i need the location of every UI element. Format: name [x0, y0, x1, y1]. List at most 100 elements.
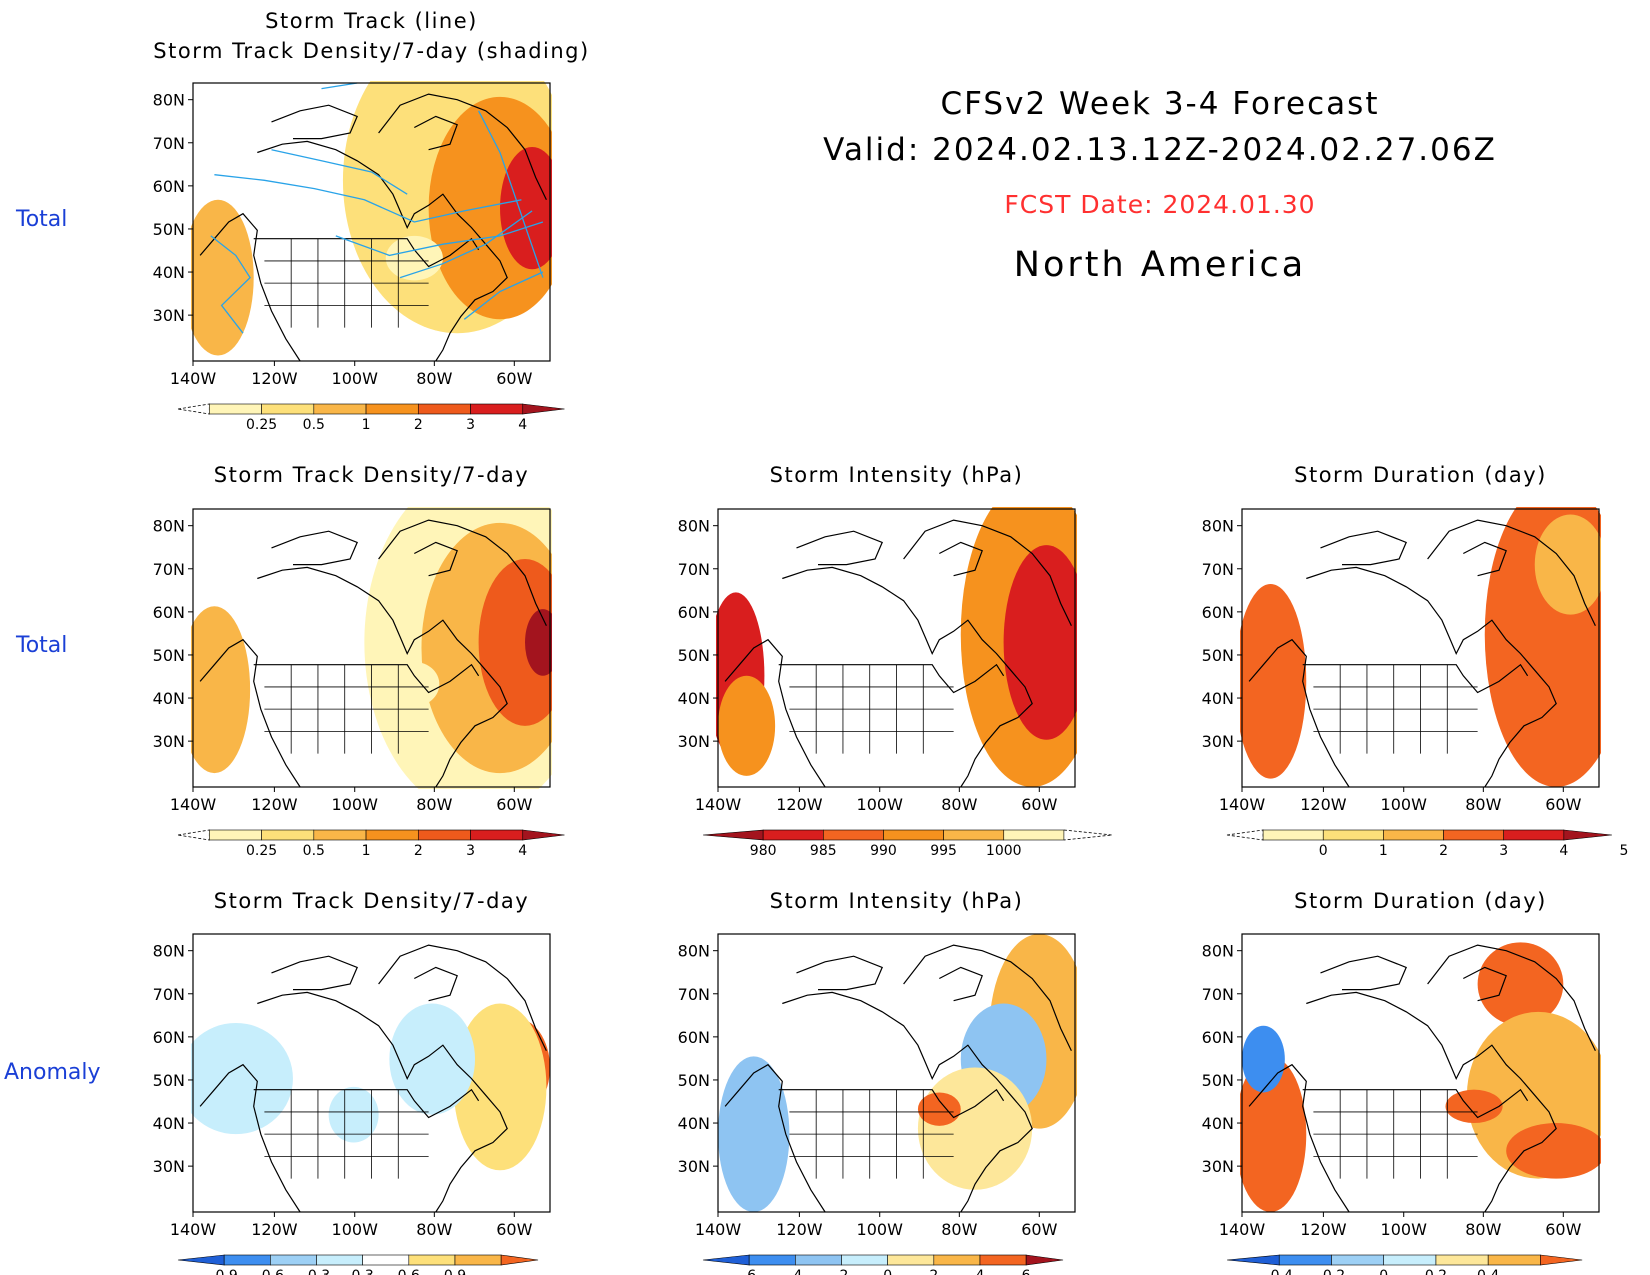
row-label-total-1: Total: [16, 207, 68, 232]
colorbar-swatch: [1331, 1254, 1385, 1266]
colorbar-swatch: [417, 403, 471, 415]
lon-tick-label: 100W: [857, 795, 904, 814]
colorbar-swatch: [1487, 1254, 1541, 1266]
storm-track-line: [210, 235, 251, 334]
storm-track-line: [321, 82, 358, 90]
colorbar-swatch: [522, 829, 565, 841]
storm-track-line: [335, 221, 544, 257]
colorbar-swatch: [522, 403, 565, 415]
lon-tick-label: 100W: [1381, 1220, 1428, 1239]
colorbar-label: 6: [1022, 1268, 1031, 1275]
colorbar-swatch: [883, 829, 944, 841]
lat-tick-label: 30N: [153, 306, 185, 325]
lat-tick-label: 80N: [678, 942, 710, 961]
colorbar-label: 0.3: [352, 1268, 374, 1275]
colorbar-label: 0: [1319, 843, 1328, 859]
lat-tick-label: 80N: [678, 517, 710, 536]
lat-tick-label: 80N: [1202, 942, 1234, 961]
panel-track-total: Storm Track (line) Storm Track Density/7-…: [133, 9, 610, 433]
lat-tick-label: 50N: [1202, 646, 1234, 665]
lon-tick-label: 120W: [251, 1220, 298, 1239]
colorbar-swatch: [261, 829, 315, 841]
colorbar-swatch: [316, 1254, 363, 1266]
colorbar-label: 0: [1379, 1268, 1388, 1275]
panel-intensity-total: Storm Intensity (hPa) 80N 70N 60N 50N 40N 30N 1…: [658, 449, 1135, 859]
row-label-total-2: Total: [16, 633, 68, 658]
shading-region: [389, 661, 440, 707]
storm-track-line: [463, 271, 544, 320]
colorbar-duration: 0 1 2 3 4 5: [1226, 829, 1628, 859]
lon-tick-label: 140W: [170, 795, 217, 814]
colorbar-label: 0.4: [1477, 1268, 1499, 1275]
colorbar-swatch: [313, 829, 367, 841]
lat-tick-label: 30N: [153, 732, 185, 751]
colorbar-label: 2: [414, 417, 423, 433]
lat-tick-label: 50N: [1202, 1071, 1234, 1090]
colorbar-swatch: [365, 829, 419, 841]
colorbar-swatch: [979, 1254, 1027, 1266]
colorbar-swatch: [748, 1254, 796, 1266]
shading-region: [1234, 1056, 1307, 1212]
colorbar-swatch: [261, 403, 315, 415]
lat-tick-label: 40N: [1202, 1114, 1234, 1133]
lon-tick-label: 100W: [857, 1220, 904, 1239]
colorbar-swatch: [1383, 829, 1444, 841]
shading-region: [1506, 1123, 1607, 1179]
lat-tick-label: 60N: [1202, 603, 1234, 622]
colorbar-swatch: [209, 403, 262, 415]
lat-tick-label: 40N: [153, 1114, 185, 1133]
lat-tick-label: 80N: [1202, 517, 1234, 536]
colorbar-intensity_anom: -6 -4 -2 0 2 4 6: [702, 1254, 1064, 1275]
lon-tick-label: 100W: [332, 1220, 379, 1239]
lat-tick-label: 30N: [1202, 732, 1234, 751]
lat-tick-label: 50N: [678, 1071, 710, 1090]
colorbar-label: 4: [518, 417, 527, 433]
shading-region: [453, 1003, 547, 1171]
colorbar-swatch: [1278, 1254, 1332, 1266]
colorbar-swatch: [470, 403, 524, 415]
lon-tick-label: 140W: [695, 1220, 742, 1239]
shading-region: [1242, 1025, 1285, 1093]
lon-tick-label: 120W: [251, 795, 298, 814]
lat-tick-label: 70N: [153, 985, 185, 1004]
colorbar-swatch: [313, 403, 367, 415]
colorbar-label: 4: [976, 1268, 985, 1275]
colorbar-label: -0.2: [1318, 1268, 1345, 1275]
panel-density-anom: Storm Track Density/7-day 80N 70N 60N 50N 40N…: [133, 874, 610, 1275]
lon-tick-label: 140W: [1219, 795, 1266, 814]
colorbar-label: 1: [362, 417, 371, 433]
header-title: CFSv2 Week 3-4 Forecast: [940, 86, 1380, 122]
shading-region: [385, 235, 443, 281]
lat-tick-label: 50N: [153, 220, 185, 239]
colorbar-label: 0.25: [246, 417, 277, 433]
colorbar-swatch: [408, 1254, 456, 1266]
colorbar-label: 0.5: [303, 417, 325, 433]
colorbar-swatch: [365, 403, 419, 415]
lon-tick-label: 60W: [496, 1220, 532, 1239]
shading-region: [389, 1003, 476, 1115]
lat-tick-label: 60N: [153, 177, 185, 196]
panel-title: Storm Intensity (hPa): [770, 889, 1024, 913]
panel-intensity-anom: Storm Intensity (hPa) 80N 70N 60N 50N 40N 30N 1…: [658, 874, 1135, 1275]
lat-tick-label: 60N: [153, 603, 185, 622]
colorbar-swatch: [417, 829, 471, 841]
shading-region: [718, 675, 776, 776]
lon-tick-label: 60W: [496, 369, 532, 388]
map-frame: [192, 508, 551, 788]
colorbar-label: 980: [750, 843, 777, 859]
lon-tick-label: 120W: [776, 795, 823, 814]
lat-tick-label: 70N: [1202, 560, 1234, 579]
lat-tick-label: 70N: [678, 985, 710, 1004]
shading-region: [500, 146, 565, 270]
lat-tick-label: 60N: [678, 1028, 710, 1047]
lon-tick-label: 140W: [170, 1220, 217, 1239]
lat-tick-label: 70N: [153, 560, 185, 579]
lon-tick-label: 80W: [416, 795, 452, 814]
lat-tick-label: 80N: [153, 91, 185, 110]
colorbar-label: 2: [929, 1268, 938, 1275]
lon-tick-label: 80W: [416, 1220, 452, 1239]
lon-tick-label: 60W: [1545, 1220, 1581, 1239]
colorbar-label: 4: [518, 843, 527, 859]
colorbar-swatch: [223, 1254, 271, 1266]
